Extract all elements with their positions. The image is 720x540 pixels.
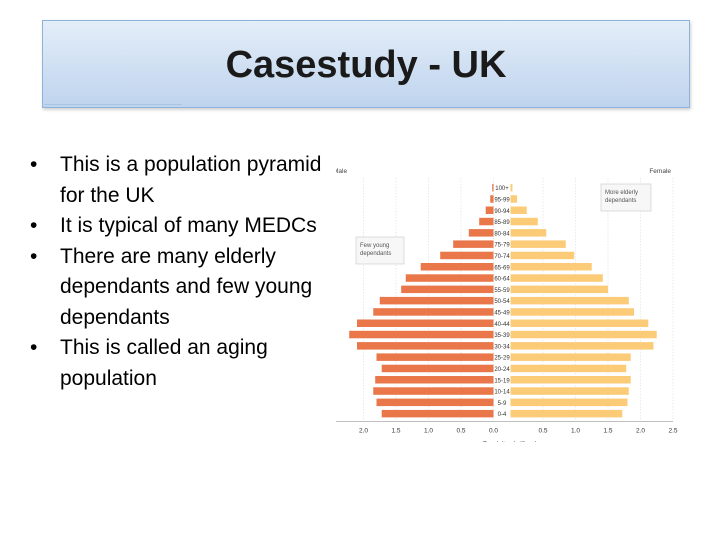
age-label: 35-39 <box>494 333 510 339</box>
female-bar <box>510 240 566 248</box>
female-bar <box>510 376 631 384</box>
female-bar <box>510 296 629 305</box>
age-label: 70-74 <box>494 254 510 260</box>
male-bar <box>440 251 494 260</box>
male-bar <box>357 319 494 327</box>
x-tick-label: 2.0 <box>359 427 368 434</box>
x-axis-label: Population (millions) <box>483 441 537 442</box>
male-label: Male <box>336 168 347 175</box>
female-bar <box>510 364 627 373</box>
male-bar <box>379 296 494 305</box>
x-tick-label: 1.0 <box>571 427 580 434</box>
male-bar <box>490 195 494 203</box>
male-bar <box>357 342 494 350</box>
age-label: 75-79 <box>494 243 510 249</box>
bullet-item: There are many elderly dependants and fe… <box>28 242 328 334</box>
female-bar <box>510 274 603 282</box>
male-bar <box>401 285 494 294</box>
female-bar <box>510 217 538 226</box>
male-bar <box>420 263 494 271</box>
x-tick-label: 1.5 <box>391 427 400 434</box>
female-bar <box>510 251 575 260</box>
bullet-item: This is called an aging population <box>28 333 328 394</box>
female-bar <box>510 229 547 237</box>
female-bar <box>510 330 657 339</box>
male-bar <box>479 217 494 226</box>
age-label: 90-94 <box>494 209 510 215</box>
bullet-list: This is a population pyramid for the UK … <box>28 150 328 394</box>
male-bar <box>376 353 494 361</box>
male-bar <box>485 206 494 214</box>
male-bar <box>492 183 494 192</box>
male-bar <box>405 274 494 282</box>
title-underline <box>44 104 182 105</box>
female-bar <box>510 398 628 407</box>
female-bar <box>510 195 517 203</box>
age-label: 15-19 <box>494 378 510 384</box>
male-bar <box>373 308 494 316</box>
female-bar <box>510 308 634 316</box>
male-bar <box>349 330 494 339</box>
age-label: 20-24 <box>494 367 510 373</box>
female-bar <box>510 342 654 350</box>
annotation-text: dependants <box>605 198 636 204</box>
age-label: 80-84 <box>494 231 510 237</box>
population-pyramid-chart: 100+ 95-99 90-94 85-89 80-84 75-79 70-74 65-69 6… <box>336 168 678 442</box>
age-label: 25-29 <box>494 356 510 362</box>
age-label: 40-44 <box>494 322 510 328</box>
female-bar <box>510 387 629 395</box>
male-bar <box>381 409 494 418</box>
female-bar <box>510 263 592 271</box>
age-label: 10-14 <box>494 390 510 396</box>
male-bar <box>468 229 494 237</box>
age-label: 65-69 <box>494 265 510 271</box>
male-bar <box>376 398 494 407</box>
bullet-item: It is typical of many MEDCs <box>28 211 328 242</box>
annotation-text: Few young <box>360 243 389 249</box>
male-bar <box>375 376 494 384</box>
age-label: 45-49 <box>494 311 510 317</box>
annotation-box <box>355 236 405 265</box>
age-label: 55-59 <box>494 288 510 294</box>
male-bar <box>381 364 494 373</box>
female-bar <box>510 353 631 361</box>
age-label: 60-64 <box>494 277 510 283</box>
age-label: 5-9 <box>498 401 507 407</box>
annotation-text: More elderly <box>605 190 638 196</box>
annotation-text: dependants <box>360 251 391 257</box>
age-label: 100+ <box>495 186 509 192</box>
female-label: Female <box>649 168 671 175</box>
female-bar <box>510 183 513 192</box>
slide-title: Casestudy - UK <box>225 44 507 86</box>
male-bar <box>453 240 494 248</box>
x-tick-label: 0.5 <box>456 427 465 434</box>
female-bar <box>510 285 608 294</box>
x-tick-label: 0.5 <box>538 427 547 434</box>
age-label: 85-89 <box>494 220 510 226</box>
female-bar <box>510 206 527 214</box>
x-tick-label: 0.0 <box>489 427 498 434</box>
x-tick-label: 1.0 <box>424 427 433 434</box>
age-label: 50-54 <box>494 299 510 305</box>
x-tick-label: 1.5 <box>603 427 612 434</box>
age-label: 0-4 <box>498 412 507 418</box>
age-label: 95-99 <box>494 198 510 204</box>
x-tick-label: 2.0 <box>636 427 645 434</box>
male-bar <box>373 387 494 395</box>
bullet-item: This is a population pyramid for the UK <box>28 150 328 211</box>
female-bar <box>510 319 649 327</box>
age-label: 30-34 <box>494 344 510 350</box>
x-tick-label: 2.5 <box>668 427 677 434</box>
annotation-box <box>600 183 652 212</box>
title-box <box>42 20 690 108</box>
female-bar <box>510 409 623 418</box>
